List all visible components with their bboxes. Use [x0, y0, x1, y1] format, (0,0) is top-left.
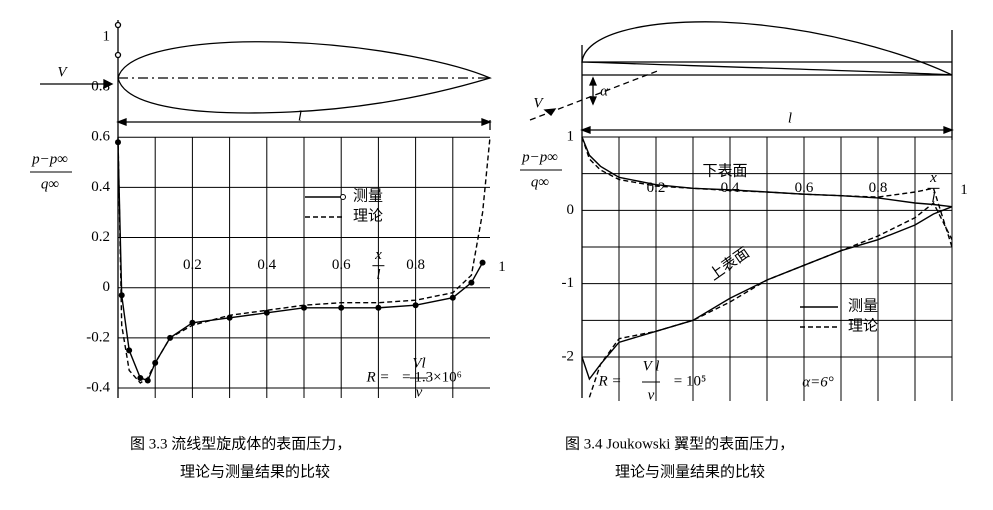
annotation: 上表面 — [706, 244, 753, 284]
x-tick-label: 1 — [498, 259, 506, 275]
data-point — [375, 304, 382, 311]
series-line — [581, 136, 953, 248]
x-tick-label: 1 — [960, 182, 968, 198]
annotation: R = — [597, 373, 621, 389]
caption: 理论与测量结果的比较 — [615, 462, 765, 480]
x-tick-label: 0.8 — [869, 180, 888, 196]
series-line — [588, 201, 953, 398]
y-label: p−p∞ — [521, 149, 558, 165]
y-label: q∞ — [41, 176, 60, 192]
annotation: R = — [365, 369, 389, 385]
series-line — [581, 206, 953, 381]
y-tick-label: 0.2 — [91, 229, 110, 245]
annotation: ν — [416, 384, 423, 400]
annotation: Vl — [412, 355, 425, 371]
x-tick-label: 0.2 — [647, 180, 666, 196]
annotation: = 10⁵ — [674, 373, 706, 389]
legend-label: 理论 — [353, 207, 383, 224]
data-point — [126, 347, 133, 354]
y-tick-label: 1 — [567, 128, 575, 144]
y-tick-label: -1 — [562, 275, 575, 291]
annotation: V — [57, 64, 68, 80]
annotation: V l — [643, 358, 660, 374]
annotation: l — [298, 108, 302, 124]
caption: 图 3.4 Joukowski 翼型的表面压力， — [565, 435, 794, 452]
y-label: q∞ — [531, 174, 550, 190]
caption: 理论与测量结果的比较 — [180, 462, 330, 480]
x-tick-label: 0.6 — [795, 180, 814, 196]
data-point — [263, 309, 270, 316]
y-label: p−p∞ — [31, 151, 68, 167]
data-point — [468, 279, 475, 286]
y-tick-label: -0.4 — [86, 379, 110, 395]
annotation: V — [533, 95, 544, 111]
series-line — [581, 136, 953, 208]
y-tick-label: -2 — [562, 348, 575, 364]
caption: 图 3.3 流线型旋成体的表面压力， — [130, 435, 351, 452]
y-tick-label: 1 — [103, 28, 111, 44]
annotation: l — [788, 110, 792, 126]
y-tick-label: 0.6 — [91, 129, 110, 145]
data-point — [301, 304, 307, 311]
annotation: = 1.3×10⁶ — [402, 369, 462, 385]
y-tick-label: 0.8 — [91, 79, 110, 95]
data-point — [338, 304, 345, 311]
data-point — [412, 302, 419, 309]
y-tick-label: 0.4 — [91, 179, 110, 195]
x-label: x — [374, 247, 382, 263]
data-point — [137, 374, 144, 381]
y-tick-label: 0 — [103, 279, 111, 295]
annotation: 下表面 — [702, 162, 747, 179]
x-tick-label: 0.2 — [183, 257, 202, 273]
y-tick-label: 0 — [567, 202, 575, 218]
x-tick-label: 0.6 — [332, 257, 351, 273]
legend-label: 测量 — [353, 187, 383, 204]
annotation: α=6° — [802, 374, 834, 390]
data-point — [449, 294, 456, 301]
airfoil-shape — [529, 21, 954, 398]
legend-label: 理论 — [848, 317, 878, 334]
data-point — [226, 314, 233, 321]
x-tick-label: 0.8 — [406, 257, 425, 273]
x-label: l — [931, 190, 935, 206]
x-label: l — [376, 267, 380, 283]
annotation: ν — [648, 387, 655, 403]
series-line — [117, 137, 491, 384]
series-line — [117, 142, 484, 382]
x-label: x — [929, 170, 937, 186]
data-point — [479, 259, 486, 266]
x-tick-label: 0.4 — [721, 180, 740, 196]
annotation: α — [600, 83, 609, 99]
legend-marker — [340, 194, 346, 200]
x-tick-label: 0.4 — [257, 257, 276, 273]
legend-label: 测量 — [848, 297, 878, 314]
y-tick-label: -0.2 — [86, 329, 110, 345]
data-point — [118, 292, 125, 299]
